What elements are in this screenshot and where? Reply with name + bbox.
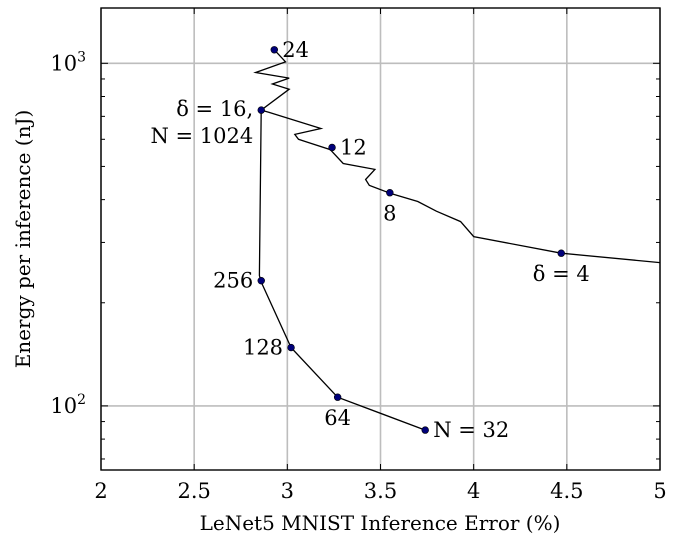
x-tick-label: 3 xyxy=(281,479,294,503)
data-point xyxy=(386,189,394,197)
point-label: 256 xyxy=(213,269,253,293)
x-tick-label: 2 xyxy=(94,479,107,503)
grid xyxy=(100,8,661,470)
x-tick-labels: 2 2.5 3 3.5 4 4.5 5 xyxy=(94,479,666,503)
x-tick-label: 5 xyxy=(653,479,666,503)
data-point xyxy=(257,106,265,114)
point-label: δ = 4 xyxy=(533,262,590,286)
y-tick-base: 10 xyxy=(50,394,77,418)
data-point xyxy=(421,426,429,434)
point-label: N = 32 xyxy=(433,418,509,442)
data-point xyxy=(287,343,295,352)
point-label: 8 xyxy=(383,202,396,226)
y-tick-label: 103 xyxy=(50,49,86,75)
y-axis-label: Energy per inference (nJ) xyxy=(11,110,35,369)
data-point xyxy=(257,276,265,285)
point-label: 128 xyxy=(243,336,283,360)
x-tick-label: 3.5 xyxy=(364,479,397,503)
y-tick-exponent: 2 xyxy=(77,392,86,408)
x-axis-label: LeNet5 MNIST Inference Error (%) xyxy=(200,511,561,535)
data-point xyxy=(270,46,278,54)
x-tick-label: 4 xyxy=(467,479,480,503)
series-line-2 xyxy=(258,110,426,431)
series-line-1 xyxy=(253,49,661,264)
data-point xyxy=(328,143,336,152)
axis-ticks xyxy=(100,8,661,470)
y-tick-exponent: 3 xyxy=(77,49,86,65)
x-tick-label: 4.5 xyxy=(550,479,583,503)
y-tick-label: 102 xyxy=(50,392,86,418)
curves xyxy=(253,49,661,431)
y-tick-base: 10 xyxy=(50,51,77,75)
data-point xyxy=(333,393,342,401)
point-label: 12 xyxy=(340,135,367,159)
x-tick-label: 2.5 xyxy=(177,479,210,503)
data-point xyxy=(557,249,565,257)
point-label: 64 xyxy=(324,406,351,430)
point-label-line2: N = 1024 xyxy=(150,124,253,148)
point-label: 24 xyxy=(282,38,309,62)
point-label: δ = 16, xyxy=(176,97,253,121)
